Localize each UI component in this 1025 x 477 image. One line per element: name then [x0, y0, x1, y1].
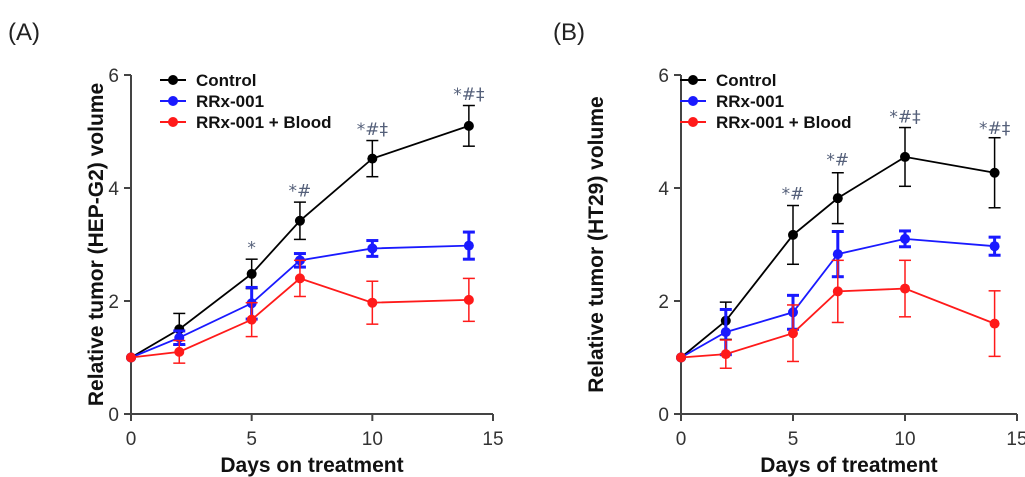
- legend-marker: [168, 96, 178, 106]
- chart-panel-2: (B) 0 2 4 6 0 5 10 15 Days of treatment Relative t…: [553, 19, 1025, 477]
- series-line: [680, 155, 995, 359]
- series-line: [130, 277, 469, 359]
- significance-annotation: *#‡: [979, 119, 1011, 139]
- y-tick-label: 6: [658, 66, 669, 87]
- y-tick-label: 4: [658, 179, 669, 200]
- x-tick-label: 10: [362, 429, 383, 450]
- panel-label: (A): [8, 19, 40, 46]
- data-point: [463, 120, 474, 131]
- data-point: [367, 297, 378, 308]
- legend-entry: Control: [196, 71, 256, 90]
- legend-entry: RRx-001 + Blood: [716, 113, 852, 132]
- y-tick-label: 2: [108, 292, 119, 313]
- data-point: [463, 240, 474, 251]
- series-rrx-001: [126, 230, 475, 363]
- x-tick-label: 0: [676, 429, 687, 450]
- x-tick-label: 15: [482, 429, 503, 450]
- data-point: [832, 193, 843, 204]
- x-tick-label: 5: [246, 429, 257, 450]
- series-line: [130, 124, 470, 359]
- legend-entry: RRx-001 + Blood: [196, 113, 332, 132]
- legend-entry: Control: [716, 71, 776, 90]
- y-tick-label: 0: [658, 405, 669, 426]
- significance-annotation: *#‡: [357, 120, 389, 140]
- data-point: [246, 268, 257, 279]
- data-point: [367, 153, 378, 164]
- significance-annotation: *: [247, 239, 256, 259]
- panel-label: (B): [553, 19, 585, 46]
- series-line: [680, 287, 995, 359]
- series-line: [130, 244, 469, 359]
- y-tick-label: 2: [658, 292, 669, 313]
- data-point: [367, 243, 378, 254]
- data-point: [989, 318, 1000, 329]
- significance-annotation: *#‡: [889, 107, 921, 127]
- data-point: [900, 151, 910, 162]
- data-point: [174, 346, 185, 357]
- legend-marker: [168, 75, 178, 85]
- significance-annotation: *#: [782, 184, 805, 204]
- legend-entry: RRx-001: [196, 92, 264, 111]
- y-tick-label: 4: [108, 179, 119, 200]
- legend-marker: [168, 117, 178, 127]
- y-tick-label: 0: [108, 405, 119, 426]
- legend: Control RRx-001 RRx-001 + Blood: [160, 71, 332, 132]
- legend-entry: RRx-001: [716, 92, 784, 111]
- chart-panel-1: (A) 0 2 4 6 0 5 10 15 Days on treatment Relative t…: [8, 19, 504, 477]
- data-point: [832, 249, 843, 260]
- data-point: [989, 241, 1000, 252]
- series-rrx-001-blood: [676, 259, 1001, 369]
- data-point: [126, 352, 136, 363]
- data-point: [294, 215, 305, 226]
- y-axis-title: Relative tumor (HEP-G2) volume: [85, 83, 108, 406]
- data-point: [788, 229, 798, 240]
- series-rrx-001-blood: [126, 259, 475, 364]
- data-point: [788, 328, 798, 339]
- data-point: [832, 286, 843, 297]
- data-point: [676, 352, 686, 363]
- x-axis-title: Days of treatment: [760, 454, 937, 477]
- series-line: [680, 237, 995, 359]
- data-point: [463, 294, 474, 305]
- significance-annotation: *#‡: [453, 85, 485, 105]
- data-point: [294, 273, 305, 284]
- data-point: [900, 283, 910, 294]
- x-tick-label: 0: [126, 429, 137, 450]
- significance-annotation: *#: [289, 181, 312, 201]
- data-point: [989, 167, 1000, 178]
- legend-marker: [688, 75, 698, 85]
- data-point: [720, 349, 731, 360]
- data-point: [720, 327, 731, 338]
- y-axis-title: Relative tumor (HT29) volume: [585, 96, 608, 392]
- x-tick-label: 10: [894, 429, 915, 450]
- data-point: [900, 233, 910, 244]
- x-tick-label: 5: [788, 429, 799, 450]
- legend-marker: [688, 117, 698, 127]
- x-axis-title: Days on treatment: [220, 454, 403, 477]
- y-tick-label: 6: [108, 66, 119, 87]
- significance-annotation: *#: [826, 150, 849, 170]
- x-tick-label: 15: [1006, 429, 1025, 450]
- legend: Control RRx-001 RRx-001 + Blood: [680, 71, 852, 132]
- legend-marker: [688, 96, 698, 106]
- series-control: [126, 104, 475, 363]
- series-control: [676, 126, 1001, 363]
- data-point: [246, 314, 257, 325]
